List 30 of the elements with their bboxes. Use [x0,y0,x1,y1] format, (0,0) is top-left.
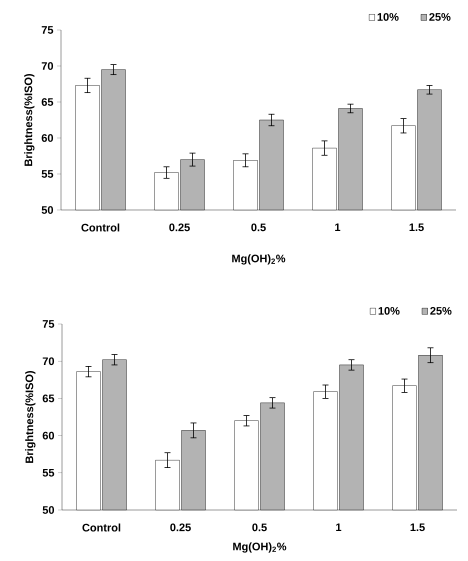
legend-label: 10% [378,306,400,315]
x-axis-title: Mg(OH)$_{2}$% [232,254,286,265]
y-tick-label: 50 [42,506,54,514]
x-tick-label: 1 [335,223,340,232]
x-axis-title: Mg(OH)$_{2}$% [233,542,286,553]
x-tick-label: 0.5 [252,523,267,532]
x-tick-label: Control [82,523,120,532]
x-tick-label: 0.25 [169,223,190,232]
y-tick-label: 75 [42,26,54,34]
x-tick-label: 1 [336,523,342,532]
y-axis-title: Brightness(%ISO) [25,370,36,463]
x-tick-label: 0.5 [251,223,266,232]
y-tick-label: 60 [42,432,54,440]
legend-label: 10% [378,13,399,21]
y-tick-label: 60 [42,134,54,142]
x-tick-label: Control [81,223,120,232]
y-axis-title: Brightness(%ISO) [24,74,34,166]
y-tick-label: 70 [42,62,54,70]
y-tick-label: 55 [42,170,54,178]
y-tick-label: 70 [42,357,54,366]
y-tick-label: 55 [42,468,54,477]
y-tick-label: 65 [42,98,54,106]
x-tick-label: 0.25 [170,523,191,532]
y-tick-label: 75 [42,320,54,328]
x-tick-label: 1.5 [410,523,425,532]
x-tick-label: 1.5 [410,223,424,232]
y-tick-label: 65 [42,394,54,402]
y-tick-label: 50 [42,206,54,214]
legend-label: 25% [429,13,451,21]
legend-label: 25% [430,306,452,315]
